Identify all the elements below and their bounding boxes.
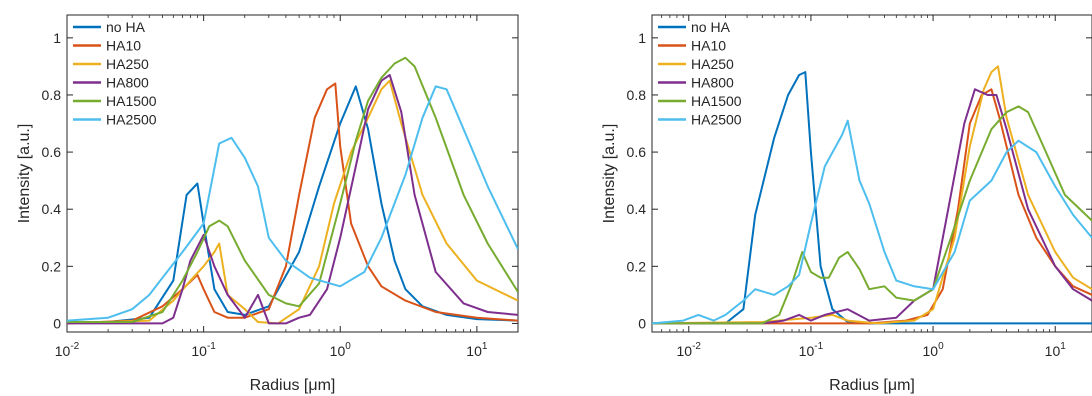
- legend-label: HA1500: [691, 93, 742, 109]
- legend: no HA HA10 HA250 HA800 HA1500 HA2500: [73, 19, 157, 128]
- series-lines: [67, 56, 518, 325]
- y-tick-label: 0: [53, 315, 61, 331]
- legend: no HA HA10 HA250 HA800 HA1500 HA2500: [658, 19, 742, 128]
- legend-label: HA2500: [691, 112, 742, 128]
- y-tick-label: 0: [638, 315, 646, 331]
- x-axis-label: Radius [μm]: [250, 377, 336, 394]
- series-line-no-ha: [67, 85, 518, 323]
- y-tick-label: 0.8: [627, 87, 647, 103]
- series-line-ha2500: [67, 85, 518, 322]
- x-tick-label: 101: [1045, 341, 1067, 359]
- chart-right: 10-2 10-1 100 101 0 0.2 0.4 0.6 0.8 1 Radius [μm] I…: [601, 14, 1092, 394]
- x-minor-ticks: [661, 15, 1051, 332]
- x-tick-label: 100: [330, 341, 352, 359]
- y-tick-label: 0.2: [42, 258, 62, 274]
- x-tick-label: 101: [466, 341, 488, 359]
- y-tick-label: 0.6: [42, 144, 62, 160]
- legend-label: HA1500: [106, 93, 157, 109]
- series-lines: [652, 65, 1092, 325]
- legend-label: HA2500: [106, 112, 157, 128]
- chart-left: 10-2 10-1 100 101 0 0.2 0.4 0.6 0.8 1 Radius [μm] I…: [16, 14, 519, 394]
- x-tick-label: 100: [923, 341, 945, 359]
- legend-label: HA800: [106, 75, 149, 91]
- legend-label: no HA: [106, 19, 146, 35]
- plot-area: [66, 14, 519, 333]
- legend-label: HA250: [691, 56, 734, 72]
- series-line-ha2500: [652, 119, 1092, 325]
- y-tick-label: 0.8: [42, 87, 62, 103]
- legend-label: HA250: [106, 56, 149, 72]
- x-tick-label: 10-2: [55, 341, 80, 359]
- x-tick-label: 10-1: [799, 341, 824, 359]
- y-axis-label: Intensity [a.u.]: [601, 124, 618, 224]
- x-tick-label: 10-1: [191, 341, 216, 359]
- y-tick-label: 0.4: [42, 201, 62, 217]
- legend-label: no HA: [691, 19, 731, 35]
- series-line-ha1500: [67, 56, 518, 323]
- x-minor-ticks: [107, 15, 472, 332]
- y-axis-label: Intensity [a.u.]: [16, 124, 33, 224]
- y-tick-label: 1: [53, 30, 61, 46]
- x-tick-label: 10-2: [677, 341, 702, 359]
- y-tick-label: 0.6: [627, 144, 647, 160]
- y-tick-label: 0.4: [627, 201, 647, 217]
- y-tick-label: 0.2: [627, 258, 647, 274]
- series-line-ha800: [67, 74, 518, 325]
- series-line-ha1500: [652, 105, 1092, 325]
- legend-label: HA10: [106, 38, 141, 54]
- series-line-ha250: [652, 65, 1092, 325]
- x-axis-label: Radius [μm]: [829, 377, 915, 394]
- plot-area: [651, 14, 1092, 333]
- series-line-ha250: [67, 79, 518, 325]
- y-tick-label: 1: [638, 30, 646, 46]
- legend-label: HA800: [691, 75, 734, 91]
- legend-label: HA10: [691, 38, 726, 54]
